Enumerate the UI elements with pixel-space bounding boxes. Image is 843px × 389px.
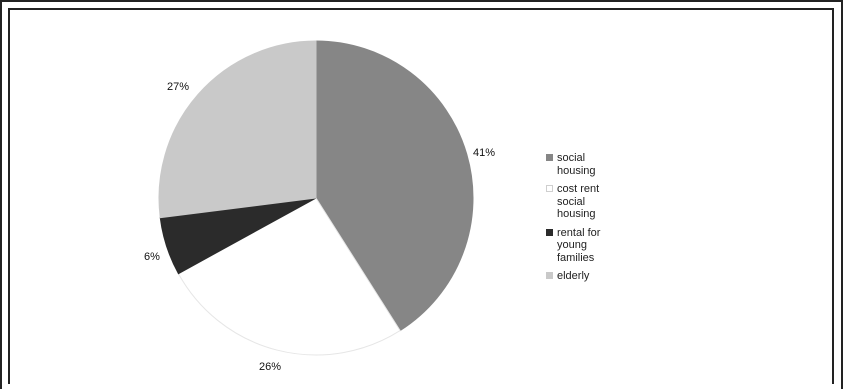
legend: social housing cost rent social housing re… <box>546 152 656 283</box>
legend-label-3: rental for young families <box>557 226 601 264</box>
slice-label-3: 6% <box>144 251 160 263</box>
pie-slice-4 <box>158 40 317 219</box>
pie-slice-1 <box>315 40 474 332</box>
legend-item-3: rental for young families <box>546 227 656 265</box>
legend-label-4: elderly <box>557 270 590 282</box>
legend-item-2: cost rent social housing <box>546 183 656 221</box>
pie-slice-2 <box>177 197 401 356</box>
legend-swatch-2 <box>546 185 553 192</box>
slice-label-4: 27% <box>167 81 189 93</box>
legend-swatch-3 <box>546 228 553 236</box>
legend-label-2: cost rent social housing <box>557 183 600 220</box>
legend-swatch-4 <box>546 272 553 279</box>
legend-label-1: social housing <box>557 152 596 177</box>
legend-item-1: social housing <box>546 152 656 177</box>
slice-label-2: 26% <box>259 361 281 373</box>
slice-label-1: 41% <box>473 147 495 159</box>
plot-area-border <box>8 8 834 384</box>
legend-swatch-1 <box>546 154 553 161</box>
legend-item-4: elderly <box>546 270 656 283</box>
